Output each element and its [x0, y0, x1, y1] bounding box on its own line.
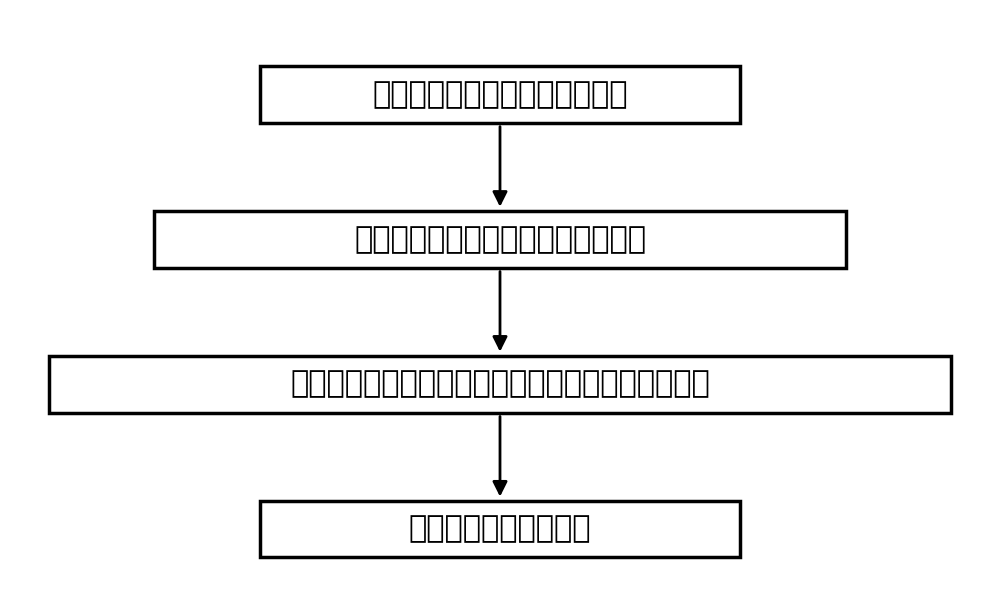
- Bar: [49, 356, 951, 413]
- Bar: [260, 66, 740, 123]
- Bar: [154, 211, 846, 268]
- Bar: [260, 501, 740, 558]
- Text: 镜体与镜架连接成镜子: 镜体与镜架连接成镜子: [409, 514, 591, 543]
- Text: 将涂覆焊接过渡层的镜面与泡沫金属材料层钎焊成镜: 将涂覆焊接过渡层的镜面与泡沫金属材料层钎焊成镜: [290, 369, 710, 398]
- Text: 镜面和泡沫金属材料的焊前清洗: 镜面和泡沫金属材料的焊前清洗: [372, 80, 628, 109]
- Text: 镜面的背面涂覆焊接过渡层基底表面: 镜面的背面涂覆焊接过渡层基底表面: [354, 225, 646, 253]
